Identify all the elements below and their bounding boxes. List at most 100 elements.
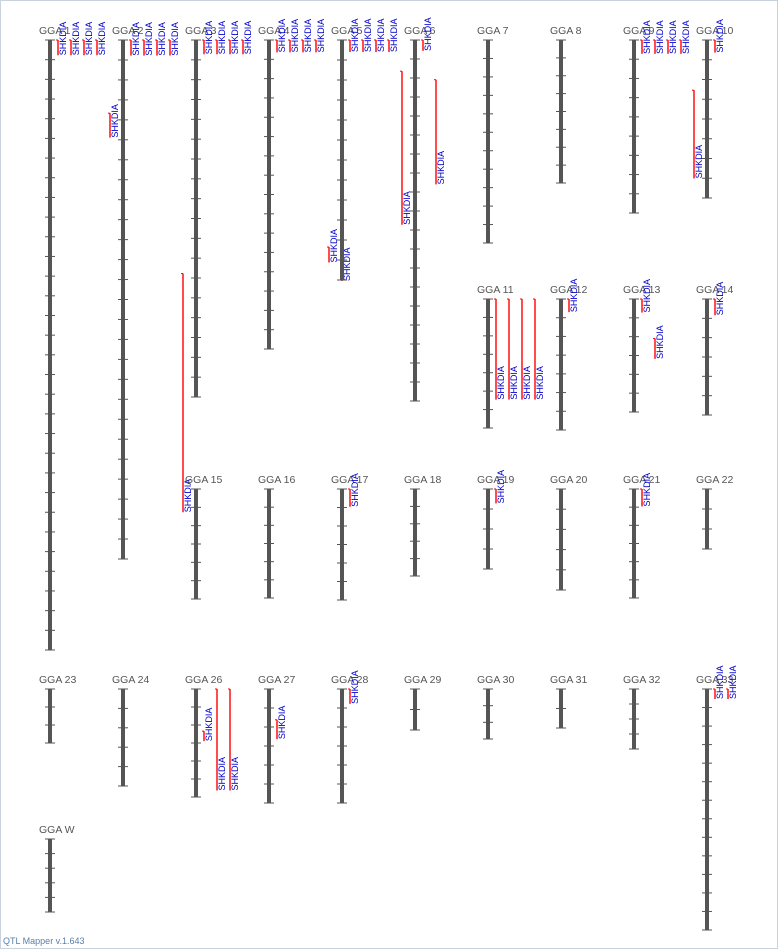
gga-28-label: GGA 28 xyxy=(331,674,369,686)
app-version-footer: QTL Mapper v.1.643 xyxy=(3,936,85,946)
gga-3-qtl-label: SHKDIA xyxy=(204,21,214,55)
gga-18-label: GGA 18 xyxy=(404,474,442,486)
gga-14-label: GGA 14 xyxy=(696,284,734,296)
gga-1-qtl-label: SHKDIA xyxy=(71,22,81,56)
gga-5-qtl-label: SHKDIA xyxy=(389,18,399,52)
gga-w-bar[interactable] xyxy=(48,839,52,912)
gga-33-label: GGA 33 xyxy=(696,674,734,686)
gga-26-qtl-label: SHKDIA xyxy=(204,708,214,742)
gga-2-qtl-label: SHKDIA xyxy=(183,479,193,513)
gga-11-qtl-label: SHKDIA xyxy=(509,366,519,400)
gga-10-label: GGA 10 xyxy=(696,25,734,37)
gga-7-label: GGA 7 xyxy=(477,25,509,37)
gga-20-bar[interactable] xyxy=(559,489,563,590)
gga-27-qtl-label: SHKDIA xyxy=(277,706,287,740)
gga-2-qtl-label: SHKDIA xyxy=(131,22,141,56)
gga-4-qtl-label: SHKDIA xyxy=(329,229,339,263)
gga-33-bar[interactable] xyxy=(705,689,709,930)
gga-11-qtl-label: SHKDIA xyxy=(535,366,545,400)
gga-30-label: GGA 30 xyxy=(477,674,515,686)
gga-6-label: GGA 6 xyxy=(404,25,436,37)
gga-21-qtl-label: SHKDIA xyxy=(642,473,652,507)
gga-1-label: GGA 1 xyxy=(39,25,71,37)
gga-19-label: GGA 19 xyxy=(477,474,515,486)
gga-4-qtl-label: SHKDIA xyxy=(290,19,300,53)
gga-18-bar[interactable] xyxy=(413,489,417,576)
gga-10-qtl-label: SHKDIA xyxy=(715,19,725,53)
gga-5-label: GGA 5 xyxy=(331,25,363,37)
gga-w-label: GGA W xyxy=(39,824,75,836)
gga-9-bar[interactable] xyxy=(632,40,636,213)
gga-2-qtl-label: SHKDIA xyxy=(157,22,167,56)
gga-23-bar[interactable] xyxy=(48,689,52,743)
gga-33-qtl-label: SHKDIA xyxy=(715,665,725,699)
gga-3-qtl-label: SHKDIA xyxy=(217,21,227,55)
gga-16-label: GGA 16 xyxy=(258,474,296,486)
gga-1-qtl-label: SHKDIA xyxy=(110,104,120,138)
gga-4-qtl-label: SHKDIA xyxy=(316,19,326,53)
gga-6-bar[interactable] xyxy=(413,40,417,401)
gga-24-label: GGA 24 xyxy=(112,674,150,686)
gga-27-label: GGA 27 xyxy=(258,674,296,686)
gga-4-qtl-label: SHKDIA xyxy=(277,19,287,53)
gga-11-qtl-label: SHKDIA xyxy=(496,366,506,400)
gga-17-label: GGA 17 xyxy=(331,474,369,486)
gga-26-label: GGA 26 xyxy=(185,674,223,686)
gga-11-bar[interactable] xyxy=(486,299,490,428)
gga-22-bar[interactable] xyxy=(705,489,709,549)
gga-23-label: GGA 23 xyxy=(39,674,77,686)
gga-26-qtl-label: SHKDIA xyxy=(230,757,240,791)
gga-12-label: GGA 12 xyxy=(550,284,588,296)
gga-11-label: GGA 11 xyxy=(477,284,514,296)
gga-1-qtl-label: SHKDIA xyxy=(58,22,68,56)
gga-20-label: GGA 20 xyxy=(550,474,588,486)
gga-4-label: GGA 4 xyxy=(258,25,290,37)
gga-11-qtl-label: SHKDIA xyxy=(522,366,532,400)
gga-7-bar[interactable] xyxy=(486,40,490,243)
gga-8-label: GGA 8 xyxy=(550,25,582,37)
gga-6-qtl-label: SHKDIA xyxy=(423,17,433,51)
gga-5-qtl-label: SHKDIA xyxy=(376,18,386,52)
gga-5-qtl-label: SHKDIA xyxy=(350,18,360,52)
gga-13-label: GGA 13 xyxy=(623,284,661,296)
gga-17-qtl-label: SHKDIA xyxy=(350,473,360,507)
gga-9-qtl-label: SHKDIA xyxy=(642,20,652,54)
gga-6-qtl-label: SHKDIA xyxy=(436,151,446,185)
gga-13-qtl-label: SHKDIA xyxy=(642,279,652,313)
gga-5-qtl-label: SHKDIA xyxy=(363,18,373,52)
gga-9-label: GGA 9 xyxy=(623,25,655,37)
gga-1-qtl-label: SHKDIA xyxy=(97,22,107,56)
gga-21-label: GGA 21 xyxy=(623,474,661,486)
gga-1-qtl-label: SHKDIA xyxy=(84,22,94,56)
gga-3-qtl-label: SHKDIA xyxy=(230,21,240,55)
gga-9-qtl-label: SHKDIA xyxy=(694,145,704,179)
gga-15-label: GGA 15 xyxy=(185,474,223,486)
gga-19-qtl-label: SHKDIA xyxy=(496,470,506,504)
gga-29-label: GGA 29 xyxy=(404,674,442,686)
gga-22-label: GGA 22 xyxy=(696,474,734,486)
gga-3-qtl-label: SHKDIA xyxy=(243,21,253,55)
gga-2-qtl-label: SHKDIA xyxy=(144,22,154,56)
gga-28-qtl-label: SHKDIA xyxy=(350,670,360,704)
gga-9-qtl-label: SHKDIA xyxy=(668,20,678,54)
gga-26-qtl-label: SHKDIA xyxy=(217,757,227,791)
gga-4-qtl-label: SHKDIA xyxy=(342,248,352,282)
gga-12-bar[interactable] xyxy=(559,299,563,430)
gga-30-bar[interactable] xyxy=(486,689,490,739)
gga-9-qtl-label: SHKDIA xyxy=(655,20,665,54)
gga-9-qtl-label: SHKDIA xyxy=(681,20,691,54)
gga-32-label: GGA 32 xyxy=(623,674,661,686)
gga-13-qtl-label: SHKDIA xyxy=(655,325,665,359)
gga-2-label: GGA 2 xyxy=(112,25,144,37)
gga-2-qtl-label: SHKDIA xyxy=(170,22,180,56)
gga-3-label: GGA 3 xyxy=(185,25,217,37)
gga-12-qtl-label: SHKDIA xyxy=(569,279,579,313)
gga-4-qtl-label: SHKDIA xyxy=(303,19,313,53)
gga-5-qtl-label: SHKDIA xyxy=(402,191,412,225)
gga-1-bar[interactable] xyxy=(48,40,52,650)
gga-24-bar[interactable] xyxy=(121,689,125,786)
gga-31-label: GGA 31 xyxy=(550,674,588,686)
gga-14-qtl-label: SHKDIA xyxy=(715,282,725,316)
gga-33-qtl-label: SHKDIA xyxy=(728,665,738,699)
